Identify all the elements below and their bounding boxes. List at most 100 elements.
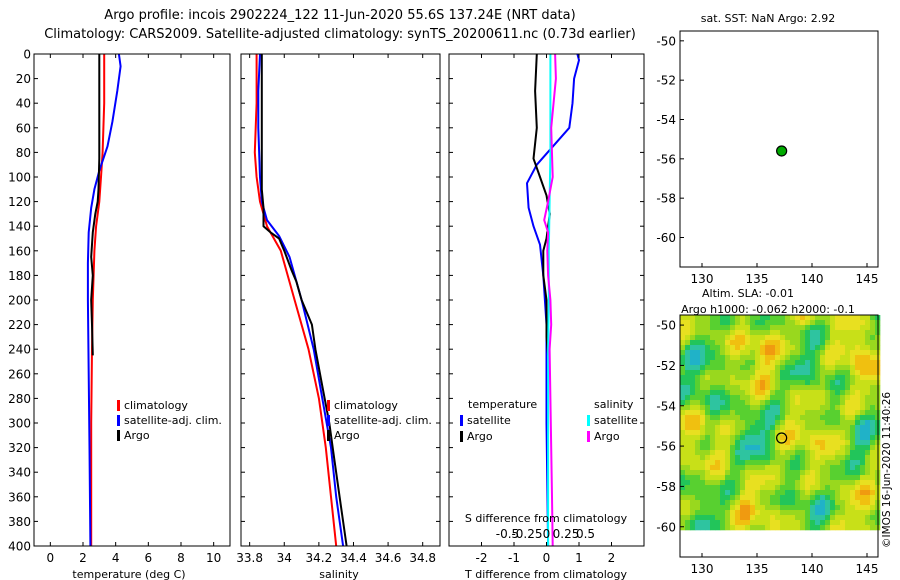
sla-heatmap-cell xyxy=(715,390,721,396)
sla-heatmap-cell xyxy=(745,495,751,501)
sla-heatmap-cell xyxy=(790,315,796,321)
sla-heatmap-cell xyxy=(690,495,696,501)
sla-heatmap-cell xyxy=(820,500,826,506)
sla-heatmap-cell xyxy=(680,380,686,386)
sla-heatmap-cell xyxy=(715,450,721,456)
sla-heatmap-cell xyxy=(740,430,746,436)
sla-heatmap-cell xyxy=(725,380,731,386)
sla-heatmap-cell xyxy=(710,450,716,456)
sla-heatmap-cell xyxy=(700,345,706,351)
sla-heatmap-cell xyxy=(720,390,726,396)
sla-heatmap-cell xyxy=(680,400,686,406)
sla-heatmap-cell xyxy=(750,370,756,376)
sla-heatmap-cell xyxy=(780,525,786,531)
sla-heatmap-cell xyxy=(725,470,731,476)
sla-heatmap-cell xyxy=(825,390,831,396)
sla-heatmap-cell xyxy=(765,375,771,381)
sla-heatmap-cell xyxy=(755,350,761,356)
sla-heatmap-cell xyxy=(795,500,801,506)
sla-heatmap-cell xyxy=(855,370,861,376)
sla-heatmap-cell xyxy=(855,480,861,486)
sla-heatmap-cell xyxy=(730,490,736,496)
sla-heatmap-cell xyxy=(780,365,786,371)
sla-heatmap-cell xyxy=(870,475,876,481)
sla-heatmap-cell xyxy=(795,510,801,516)
sla-heatmap-cell xyxy=(690,475,696,481)
sla-heatmap-cell xyxy=(835,450,841,456)
sla-heatmap-cell xyxy=(845,470,851,476)
sla-heatmap-cell xyxy=(725,385,731,391)
sla-heatmap-cell xyxy=(820,475,826,481)
sla-heatmap-cell xyxy=(840,505,846,511)
sla_map-xtick-label: 135 xyxy=(746,562,769,576)
sla-heatmap-cell xyxy=(835,405,841,411)
sla-heatmap-cell xyxy=(690,505,696,511)
sla-heatmap-cell xyxy=(830,425,836,431)
sla-heatmap-cell xyxy=(780,360,786,366)
sla-heatmap-cell xyxy=(820,365,826,371)
sla-heatmap-cell xyxy=(715,515,721,521)
sla-heatmap-cell xyxy=(745,465,751,471)
sla-heatmap-cell xyxy=(690,395,696,401)
sla-heatmap-cell xyxy=(775,415,781,421)
sla-heatmap-cell xyxy=(695,410,701,416)
sla-heatmap-cell xyxy=(680,495,686,501)
sla-heatmap-cell xyxy=(740,445,746,451)
sla-heatmap-cell xyxy=(830,445,836,451)
sla-heatmap-cell xyxy=(805,520,811,526)
sla-heatmap-cell xyxy=(850,450,856,456)
difference-legend-salinity-title: salinity xyxy=(594,398,634,411)
sla-heatmap-cell xyxy=(765,480,771,486)
sla-heatmap-cell xyxy=(830,475,836,481)
sla-heatmap-cell xyxy=(780,390,786,396)
sla-heatmap-cell xyxy=(705,405,711,411)
temperature-ytick-label: 40 xyxy=(16,97,31,111)
temperature-ytick-label: 20 xyxy=(16,72,31,86)
sla-heatmap-cell xyxy=(800,325,806,331)
sla-heatmap-cell xyxy=(750,405,756,411)
sla-heatmap-cell xyxy=(780,510,786,516)
sla-heatmap-cell xyxy=(750,430,756,436)
sla-heatmap-cell xyxy=(770,455,776,461)
sla-heatmap-cell xyxy=(845,475,851,481)
sla-heatmap-cell xyxy=(805,395,811,401)
sla-heatmap-cell xyxy=(835,350,841,356)
sla-heatmap-cell xyxy=(825,385,831,391)
sla-heatmap-cell xyxy=(735,315,741,321)
sla-heatmap-cell xyxy=(795,380,801,386)
sla-heatmap-cell xyxy=(725,395,731,401)
sla-heatmap-cell xyxy=(780,475,786,481)
sla-heatmap-cell xyxy=(765,355,771,361)
difference-legend-temp-argo-swatch xyxy=(460,431,463,442)
sla-heatmap-cell xyxy=(785,505,791,511)
sla-heatmap-cell xyxy=(740,475,746,481)
sla-heatmap-cell xyxy=(765,450,771,456)
sla-heatmap-cell xyxy=(845,520,851,526)
sla-heatmap-cell xyxy=(690,330,696,336)
temperature-ytick-label: 240 xyxy=(8,343,31,357)
sla-heatmap-cell xyxy=(795,320,801,326)
sla-heatmap-cell xyxy=(790,510,796,516)
sla-heatmap-cell xyxy=(700,375,706,381)
sla-heatmap-cell xyxy=(715,525,721,531)
sla-heatmap-cell xyxy=(730,365,736,371)
sla-heatmap-cell xyxy=(825,420,831,426)
sla-heatmap-cell xyxy=(685,440,691,446)
sla-heatmap-cell xyxy=(830,410,836,416)
sla-heatmap-cell xyxy=(845,350,851,356)
sla-heatmap-cell xyxy=(870,405,876,411)
sla-heatmap-cell xyxy=(755,380,761,386)
sla-heatmap-cell xyxy=(730,470,736,476)
sla-heatmap-cell xyxy=(820,360,826,366)
sst-map-title: sat. SST: NaN Argo: 2.92 xyxy=(701,12,835,25)
sla-heatmap-cell xyxy=(790,390,796,396)
sla-heatmap-cell xyxy=(770,340,776,346)
sla-heatmap-cell xyxy=(785,345,791,351)
sla-heatmap-cell xyxy=(845,445,851,451)
sla-heatmap-cell xyxy=(860,505,866,511)
sla-heatmap-cell xyxy=(720,445,726,451)
sla-heatmap-cell xyxy=(810,400,816,406)
sla-heatmap-cell xyxy=(740,435,746,441)
sla-heatmap-cell xyxy=(825,455,831,461)
sla-heatmap-cell xyxy=(720,470,726,476)
